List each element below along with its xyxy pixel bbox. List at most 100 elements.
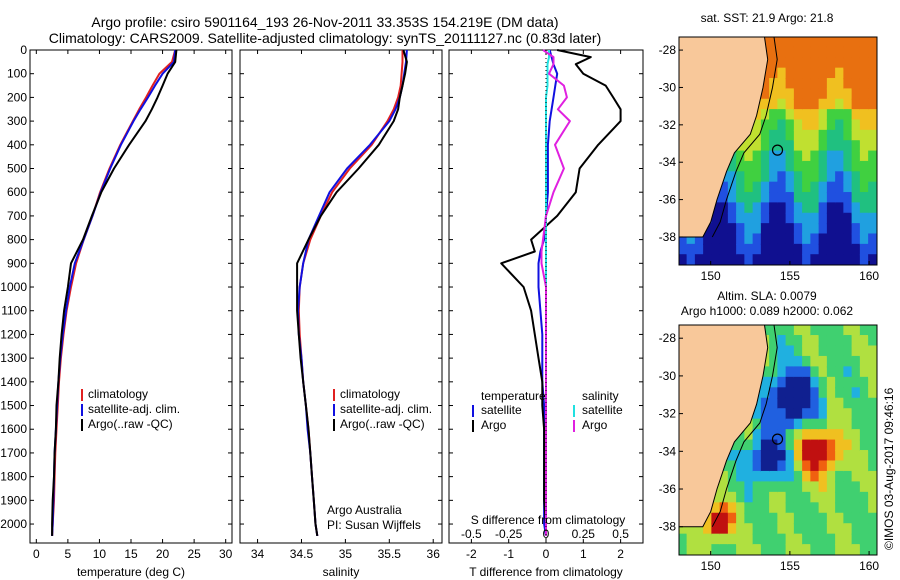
sla-map-cell bbox=[760, 450, 771, 462]
sla-map-cell bbox=[851, 512, 861, 525]
sst-map-layer bbox=[679, 37, 877, 265]
sst-map-cell bbox=[752, 181, 762, 194]
sla-map-cell bbox=[810, 325, 820, 337]
sla-map-cell bbox=[760, 512, 771, 525]
sla-map-cell bbox=[777, 355, 787, 368]
sst-map-cell bbox=[793, 46, 804, 59]
sst-map-cell bbox=[802, 243, 812, 256]
diff-xtick-label: -2 bbox=[466, 547, 477, 561]
sla-map-cell bbox=[785, 460, 795, 472]
sst-map-cell bbox=[760, 233, 771, 245]
sst-map-cell bbox=[793, 129, 804, 142]
sst-map-cell bbox=[859, 192, 870, 204]
sst-map-cell bbox=[802, 78, 812, 90]
sst-map-cell bbox=[736, 233, 746, 245]
sst-map-cell bbox=[769, 98, 779, 111]
sla-map-cell bbox=[851, 533, 861, 546]
sla-map-cell bbox=[760, 544, 771, 555]
sst-map-cell bbox=[868, 78, 877, 90]
sla-shelf-contour bbox=[711, 325, 778, 527]
sst-map-cell bbox=[752, 254, 762, 265]
sla-map-cell bbox=[769, 345, 779, 357]
sla-map-cell bbox=[818, 366, 828, 378]
sst-map-cell bbox=[760, 160, 771, 173]
sla-map-cell bbox=[727, 533, 738, 546]
sla-map-cell bbox=[851, 376, 861, 389]
diff-series-argo bbox=[500, 49, 622, 536]
sst-ytick-label: -32 bbox=[659, 118, 677, 132]
sst-map-cell bbox=[843, 212, 853, 225]
sla-map-cell bbox=[826, 418, 837, 431]
sst-map-cell bbox=[810, 212, 820, 225]
sla-map-cell bbox=[785, 387, 795, 399]
sla-map-cell bbox=[736, 523, 746, 535]
sst-map-cell bbox=[851, 98, 861, 111]
sst-map-cell bbox=[810, 150, 820, 162]
sst-map-cell bbox=[785, 98, 795, 111]
sst-map-cell bbox=[843, 109, 853, 121]
sst-map-cell bbox=[851, 202, 861, 214]
sla-map-cell bbox=[769, 470, 779, 483]
sla-map-cell bbox=[744, 512, 754, 525]
temp-ytick-label: 0 bbox=[20, 43, 27, 57]
sst-map-cell bbox=[694, 243, 705, 256]
sst-map-cell bbox=[835, 98, 845, 111]
sst-map-cell bbox=[868, 202, 877, 214]
sla-map-cell bbox=[785, 481, 795, 493]
sla-map-cell bbox=[826, 439, 837, 452]
sla-map-cell bbox=[826, 481, 837, 493]
sla-map-cell bbox=[826, 335, 837, 347]
sal-xlabel: salinity bbox=[323, 565, 360, 579]
sla-map-cell bbox=[752, 470, 762, 483]
sst-map-cell bbox=[793, 98, 804, 111]
diff-legend-label: satellite bbox=[481, 403, 522, 417]
sla-map-cell bbox=[851, 439, 861, 452]
sst-map-cell bbox=[851, 109, 861, 121]
sst-map-cell bbox=[859, 243, 870, 256]
legend-label-temp: satellite-adj. clim. bbox=[88, 402, 180, 416]
sla-map-cell bbox=[752, 481, 762, 493]
sla-map-cell bbox=[736, 533, 746, 546]
temp-ytick-label: 1500 bbox=[0, 399, 27, 413]
sst-map-cell bbox=[752, 140, 762, 152]
sst-map-cell bbox=[793, 119, 804, 131]
sla-map-cell bbox=[777, 533, 787, 546]
sla-map-cell bbox=[868, 355, 877, 368]
sst-map-cell bbox=[769, 202, 779, 214]
sst-map-cell bbox=[736, 212, 746, 225]
sla-map-cell bbox=[802, 418, 812, 431]
sst-map-cell bbox=[835, 243, 845, 256]
sla-map-cell bbox=[694, 523, 705, 535]
sst-map-cell bbox=[727, 233, 738, 245]
diff-top-xtick-label: -0.5 bbox=[461, 527, 482, 541]
sst-map-cell bbox=[826, 243, 837, 256]
sla-map-cell bbox=[835, 481, 845, 493]
sst-map-cell bbox=[711, 254, 721, 265]
sst-map-cell bbox=[818, 150, 828, 162]
sla-map-cell bbox=[859, 387, 870, 399]
figure-title-line2: Climatology: CARS2009. Satellite-adjuste… bbox=[48, 30, 602, 46]
sla-map-cell bbox=[868, 335, 877, 347]
sla-map-cell bbox=[703, 533, 713, 546]
sla-map-cell bbox=[686, 544, 696, 555]
sla-map-cell bbox=[843, 481, 853, 493]
sla-map-cell bbox=[777, 481, 787, 493]
sla-map-cell bbox=[868, 376, 877, 389]
sst-map-cell bbox=[868, 223, 877, 235]
sst-map-cell bbox=[843, 88, 853, 100]
sla-map-cell bbox=[818, 502, 828, 514]
sla-map-cell bbox=[769, 460, 779, 472]
sla-map-cell bbox=[868, 512, 877, 525]
sla-map-cell bbox=[810, 335, 820, 347]
sla-map-cell bbox=[802, 450, 812, 462]
sst-map-cell bbox=[777, 109, 787, 121]
sst-map-cell bbox=[826, 46, 837, 59]
sst-map-cell bbox=[711, 223, 721, 235]
sla-map-cell bbox=[802, 366, 812, 378]
sst-map-cell bbox=[843, 67, 853, 80]
sst-map-cell bbox=[810, 109, 820, 121]
sla-map-cell bbox=[859, 397, 870, 410]
sst-map-cell bbox=[835, 160, 845, 173]
sla-map-cell bbox=[719, 481, 729, 493]
sst-map-cell bbox=[719, 223, 729, 235]
